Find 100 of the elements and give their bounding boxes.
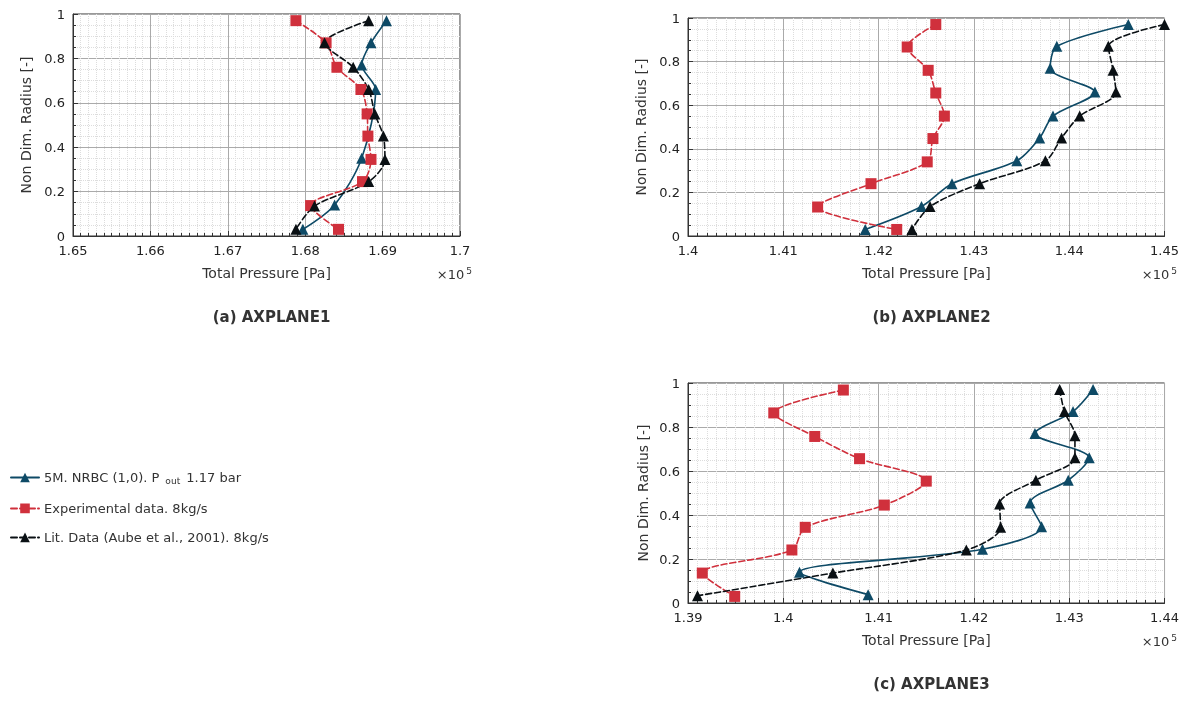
- point: [692, 590, 704, 602]
- y-tick-label: 1: [671, 10, 680, 26]
- y-tick-label: 0.6: [659, 97, 680, 113]
- point: [768, 407, 780, 419]
- point: [837, 384, 849, 396]
- point: [891, 223, 903, 235]
- point: [1030, 474, 1042, 486]
- y-tick-label: 0.8: [659, 54, 680, 70]
- point: [1102, 40, 1114, 52]
- point: [1036, 521, 1048, 533]
- point: [878, 499, 890, 511]
- y-tick-label: 0.6: [44, 95, 65, 111]
- point: [976, 543, 988, 555]
- point: [355, 83, 367, 95]
- legend-label: Experimental data. 8kg/s: [44, 500, 208, 516]
- point: [362, 130, 374, 142]
- point: [927, 133, 939, 145]
- point: [1069, 430, 1081, 442]
- point: [363, 83, 375, 95]
- x-tick-label: 1.41: [864, 610, 894, 625]
- point: [799, 521, 811, 533]
- point: [380, 15, 392, 27]
- point: [924, 201, 936, 213]
- y-tick-label: 0.8: [44, 50, 65, 66]
- point: [1051, 40, 1063, 52]
- y-tick-label: 0.2: [659, 184, 680, 200]
- point: [361, 108, 373, 120]
- point: [363, 15, 375, 27]
- y-tick-label: 0.4: [659, 141, 680, 157]
- x-tick-label: 1.44: [1054, 243, 1084, 258]
- point: [960, 544, 972, 556]
- point: [369, 108, 381, 120]
- legend-label: Lit. Data (Aube et al., 2001). 8kg/s: [44, 529, 270, 545]
- point: [862, 589, 874, 601]
- point: [329, 199, 341, 211]
- point: [1024, 497, 1036, 509]
- y-tick-label: 0.4: [44, 139, 65, 155]
- x-tick-label: 1.68: [290, 243, 320, 258]
- point: [1089, 86, 1101, 98]
- point: [1029, 428, 1041, 440]
- point: [365, 37, 377, 49]
- point: [1011, 155, 1023, 167]
- point: [930, 19, 942, 31]
- point: [906, 223, 918, 235]
- point: [1044, 62, 1056, 74]
- point: [1083, 452, 1095, 464]
- point: [379, 153, 391, 165]
- x-tick-label: 1.39: [673, 610, 703, 625]
- point: [865, 178, 877, 190]
- x-tick-label: 1.69: [368, 243, 398, 258]
- point: [1039, 155, 1051, 167]
- point: [946, 178, 958, 190]
- point: [994, 498, 1006, 510]
- point: [854, 453, 866, 465]
- text: (a) AXPLANE1: [212, 307, 331, 326]
- point: [1069, 452, 1081, 464]
- y-tick-label: 0.2: [659, 551, 680, 567]
- x-tick-label: 1.42: [864, 243, 894, 258]
- point: [363, 176, 375, 188]
- point: [365, 153, 377, 165]
- point: [1110, 86, 1122, 98]
- point: [922, 64, 934, 76]
- point: [794, 566, 806, 578]
- point: [809, 430, 821, 442]
- point: [859, 223, 871, 235]
- x-tick-label: 1.67: [213, 243, 243, 258]
- point: [921, 156, 933, 168]
- text: (b) AXPLANE2: [872, 307, 991, 326]
- x-axis-title: Total Pressure [Pa]: [201, 265, 331, 281]
- point: [290, 15, 302, 27]
- y-axis-title: Non Dim. Radius [-]: [633, 58, 650, 196]
- point: [974, 178, 986, 190]
- y-tick-label: 1: [671, 375, 680, 391]
- point: [377, 130, 389, 142]
- y-axis-title: Non Dim. Radius [-]: [635, 424, 651, 562]
- point: [1058, 406, 1070, 418]
- y-tick-label: 0.2: [44, 184, 65, 200]
- x-tick-label: 1.4: [677, 243, 699, 258]
- x-tick-label: 1.4: [772, 610, 794, 625]
- point: [1047, 110, 1059, 122]
- x-tick-label: 1.41: [768, 243, 798, 258]
- x-tick-label: 1.42: [959, 610, 989, 625]
- x-tick-label: 1.65: [58, 243, 88, 258]
- y-tick-label: 0: [671, 228, 680, 244]
- point: [1107, 64, 1119, 76]
- point: [938, 110, 950, 122]
- point: [930, 87, 942, 99]
- text: (c) AXPLANE3: [873, 674, 990, 693]
- point: [1054, 384, 1066, 396]
- y-tick-label: 0.8: [659, 419, 680, 435]
- y-tick-label: 0: [56, 228, 65, 244]
- point: [812, 201, 824, 213]
- point: [901, 41, 913, 53]
- point: [332, 223, 344, 235]
- point: [786, 544, 798, 556]
- point: [356, 59, 368, 71]
- point: [331, 61, 343, 73]
- point: [1159, 19, 1171, 31]
- x-tick-label: 1.43: [1054, 610, 1084, 625]
- point: [1062, 474, 1074, 486]
